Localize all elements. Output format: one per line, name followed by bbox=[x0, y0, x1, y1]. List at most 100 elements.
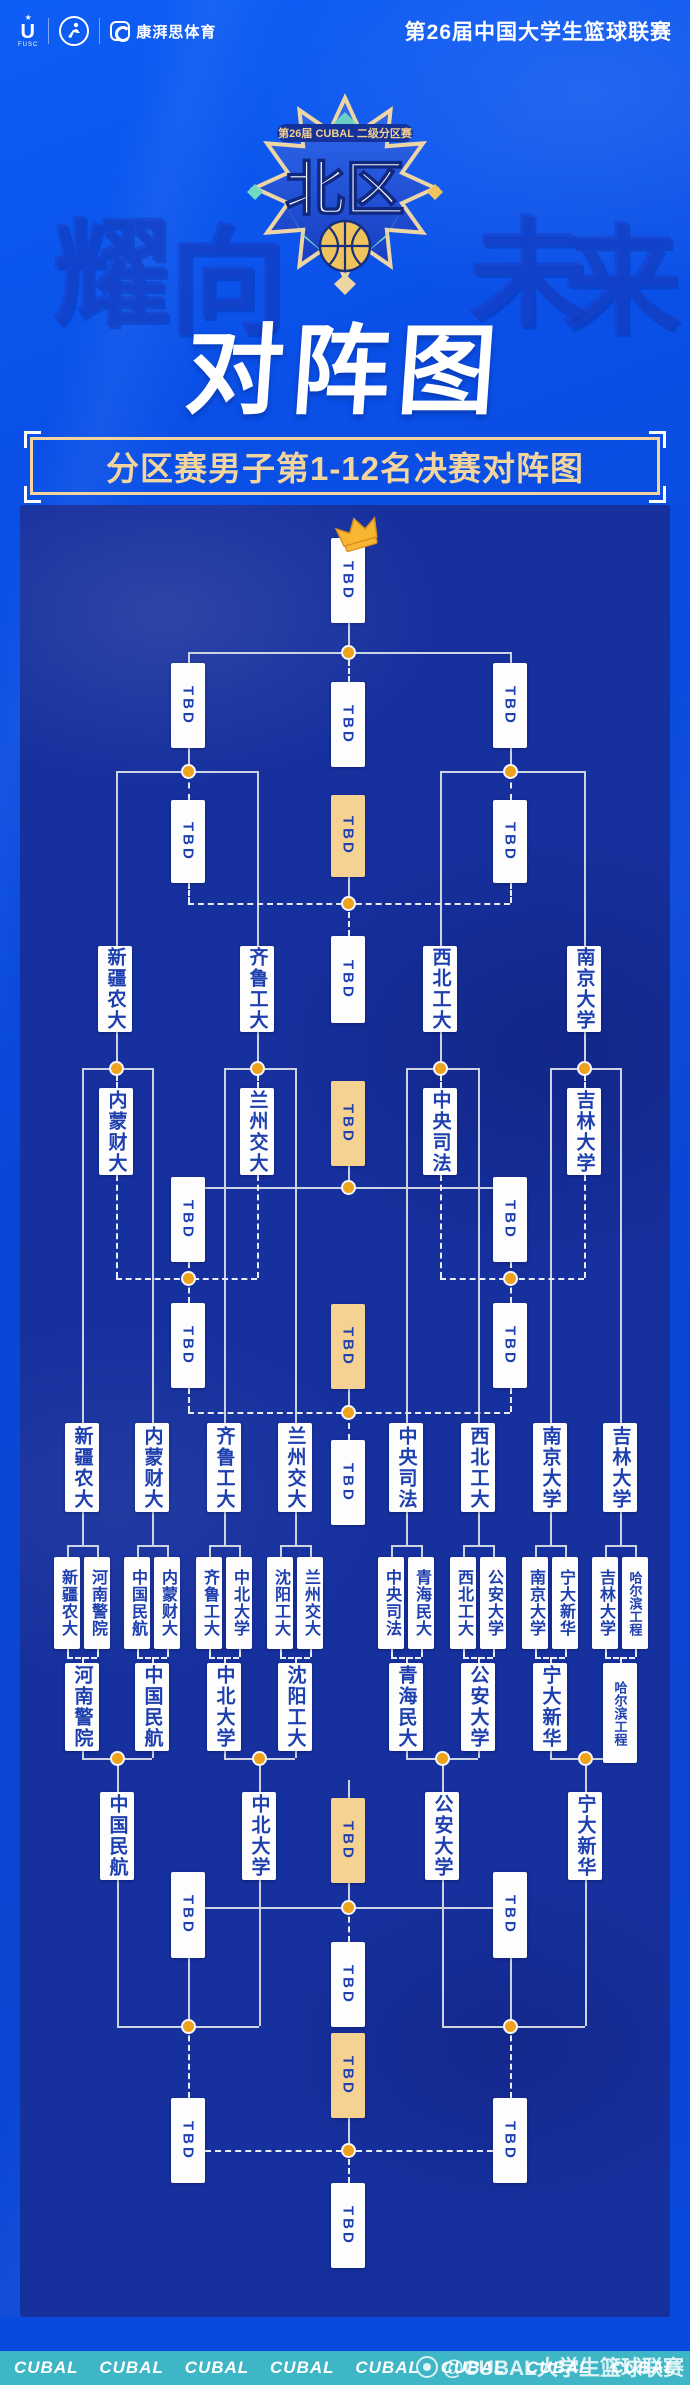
bg-char-2: 向 bbox=[168, 217, 287, 349]
team-slot: 中国民航 bbox=[135, 1663, 169, 1751]
tbd-slot: TBD bbox=[171, 2098, 205, 2183]
team-slot: 齐鲁工大 bbox=[196, 1557, 222, 1649]
junction-dot bbox=[341, 896, 356, 911]
tbd-slot: TBD bbox=[331, 682, 365, 767]
connector-line-dashed bbox=[67, 1649, 69, 1657]
team-slot: 内蒙财大 bbox=[154, 1557, 180, 1649]
connector-line-dashed bbox=[295, 1657, 297, 1663]
junction-dot bbox=[341, 1180, 356, 1195]
region-badge: 第26届 CUBAL 二级分区赛 北区 bbox=[225, 88, 465, 300]
connector-line-dashed bbox=[635, 1649, 637, 1657]
connector-line bbox=[510, 1958, 512, 2026]
slot-label: 齐鲁工大 bbox=[201, 1569, 218, 1637]
tbd-slot-highlight: TBD bbox=[331, 2033, 365, 2118]
tbd-slot-highlight: TBD bbox=[331, 1798, 365, 1883]
team-slot: 宁大新华 bbox=[552, 1557, 578, 1649]
slot-label: 宁大新华 bbox=[539, 1665, 561, 1749]
connector-line bbox=[117, 1880, 119, 2026]
slot-label: 内蒙财大 bbox=[141, 1425, 163, 1510]
slot-label: 中国民航 bbox=[106, 1794, 128, 1878]
connector-line-dashed bbox=[510, 1388, 512, 1412]
junction-dot bbox=[181, 1271, 196, 1286]
slot-label: TBD bbox=[339, 2055, 357, 2096]
connector-line bbox=[259, 1880, 261, 2026]
crown-icon bbox=[334, 516, 378, 552]
connector-line bbox=[605, 1545, 607, 1557]
connector-line-dashed bbox=[224, 1657, 226, 1663]
connector-line bbox=[188, 1958, 190, 2026]
junction-dot bbox=[181, 2019, 196, 2034]
slot-label: 中北大学 bbox=[231, 1569, 248, 1637]
tbd-slot-highlight: TBD bbox=[331, 1304, 365, 1389]
connector-line-dashed bbox=[310, 1649, 312, 1657]
team-slot: 中央司法 bbox=[378, 1557, 404, 1649]
cuba-logo bbox=[59, 16, 90, 46]
weibo-icon bbox=[416, 2356, 439, 2378]
tbd-slot: TBD bbox=[331, 1440, 365, 1525]
slot-label: 青海民大 bbox=[395, 1665, 417, 1749]
junction-dot bbox=[577, 1061, 592, 1076]
connector-line bbox=[116, 1032, 118, 1068]
slot-label: 兰州交大 bbox=[302, 1569, 319, 1637]
team-slot: 河南警院 bbox=[84, 1557, 110, 1649]
connector-line bbox=[535, 1545, 537, 1557]
slot-label: 西北工大 bbox=[467, 1425, 489, 1510]
badge-region-text: 北区 bbox=[285, 156, 405, 223]
connector-line bbox=[295, 1068, 297, 1423]
slot-label: TBD bbox=[339, 1462, 357, 1503]
slot-label: 公安大学 bbox=[485, 1569, 502, 1637]
team-slot: 公安大学 bbox=[425, 1792, 459, 1880]
connector-line-dashed bbox=[188, 1278, 190, 1303]
bg-char-3: 未 bbox=[468, 209, 587, 341]
connector-line bbox=[82, 1068, 84, 1423]
connector-line-dashed bbox=[463, 1649, 465, 1657]
connector-line bbox=[478, 1512, 480, 1545]
connector-line-dashed bbox=[510, 771, 512, 800]
connector-line bbox=[137, 1545, 167, 1547]
slot-label: TBD bbox=[179, 821, 197, 862]
slot-label: TBD bbox=[339, 1326, 357, 1367]
connector-line bbox=[478, 1751, 480, 1758]
connector-line bbox=[310, 1545, 312, 1557]
tbd-slot-highlight: TBD bbox=[331, 795, 365, 877]
slot-label: 兰州交大 bbox=[246, 1089, 268, 1174]
connector-line bbox=[510, 652, 512, 663]
connector-line bbox=[585, 1880, 587, 2026]
slot-label: 内蒙财大 bbox=[159, 1569, 176, 1637]
connector-line-dashed bbox=[188, 883, 190, 903]
connector-line-dashed bbox=[620, 1657, 622, 1663]
slot-label: 河南警院 bbox=[89, 1569, 106, 1637]
slot-label: 新疆农大 bbox=[71, 1425, 93, 1510]
connector-line bbox=[116, 771, 118, 946]
connector-line-dashed bbox=[535, 1649, 537, 1657]
slot-label: 南京大学 bbox=[539, 1425, 561, 1510]
slot-label: 吉林大学 bbox=[597, 1569, 614, 1637]
tbd-slot-highlight: TBD bbox=[331, 1081, 365, 1166]
connector-line bbox=[585, 1758, 587, 1792]
connector-line bbox=[137, 1545, 139, 1557]
tbd-slot: TBD bbox=[331, 2183, 365, 2268]
corner-bracket bbox=[649, 486, 666, 503]
junction-dot bbox=[341, 1405, 356, 1420]
tbd-slot: TBD bbox=[493, 1177, 527, 1262]
watermark: @CUBAL大学生篮球联赛 bbox=[416, 2352, 684, 2382]
bracket-subtitle: 分区赛男子第1-12名决赛对阵图 bbox=[30, 437, 660, 495]
connector-line-dashed bbox=[188, 2026, 190, 2098]
connector-line-dashed bbox=[97, 1649, 99, 1657]
poster-title: 对阵图 bbox=[182, 316, 508, 426]
slot-label: TBD bbox=[501, 2120, 519, 2161]
cubal-wordmark: CUBAL bbox=[440, 2358, 506, 2377]
connector-line bbox=[152, 1068, 154, 1423]
team-slot: 新疆农大 bbox=[54, 1557, 80, 1649]
junction-dot bbox=[578, 1751, 593, 1766]
connector-line bbox=[239, 1545, 241, 1557]
junction-dot bbox=[433, 1061, 448, 1076]
connector-line bbox=[67, 1545, 97, 1547]
team-slot: 内蒙财大 bbox=[99, 1088, 133, 1175]
slot-label: 哈尔滨工程 bbox=[612, 1680, 628, 1746]
slot-label: 宁大新华 bbox=[557, 1569, 574, 1637]
slot-label: 新疆农大 bbox=[59, 1569, 76, 1637]
team-slot: 中北大学 bbox=[226, 1557, 252, 1649]
divider bbox=[48, 18, 50, 44]
star-icon: ★ bbox=[24, 13, 32, 22]
